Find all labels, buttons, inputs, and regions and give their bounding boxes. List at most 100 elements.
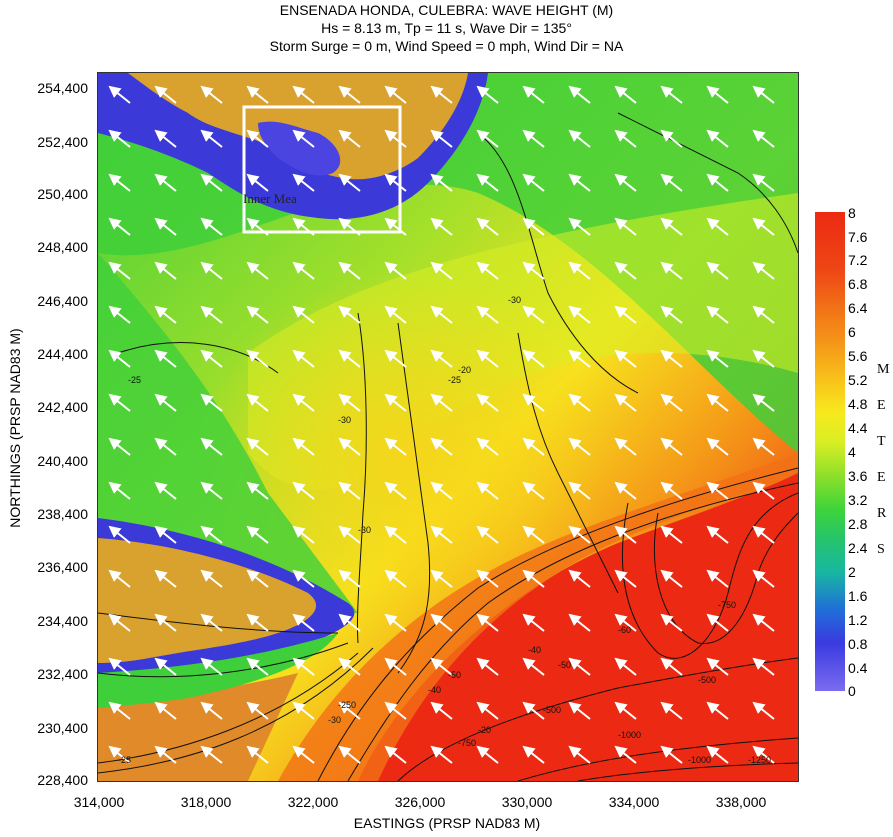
y-tick-label: 250,400 <box>37 186 88 202</box>
wave-arrow <box>246 217 269 236</box>
wave-arrow <box>154 613 177 632</box>
wave-arrow <box>154 437 177 456</box>
wave-arrow <box>752 745 775 764</box>
wave-arrow <box>522 129 545 148</box>
contour-label: -750 <box>458 738 476 748</box>
wave-arrow <box>660 569 683 588</box>
wave-arrow <box>706 217 729 236</box>
contour-label: -40 <box>428 685 441 695</box>
wave-arrow <box>246 745 269 764</box>
wave-arrow <box>292 305 315 324</box>
wave-arrow <box>706 261 729 280</box>
wave-arrow <box>614 393 637 412</box>
contour-label: -20 <box>458 365 471 375</box>
wave-arrow <box>660 481 683 500</box>
colorbar-label: 1.2 <box>848 612 868 628</box>
wave-arrow <box>430 745 453 764</box>
wave-arrow <box>706 613 729 632</box>
wave-arrow <box>108 657 131 676</box>
south-coast-green <box>98 633 338 708</box>
contour-label: -30 <box>328 715 341 725</box>
wave-arrow <box>614 745 637 764</box>
colorbar-label: 2 <box>848 564 856 580</box>
wave-arrow <box>384 349 407 368</box>
wave-arrow <box>568 701 591 720</box>
units-letter: T <box>877 434 886 449</box>
wave-arrow <box>660 613 683 632</box>
contour-label: -1250 <box>748 755 771 765</box>
wave-arrow <box>476 173 499 192</box>
wave-arrow <box>338 349 361 368</box>
contour-label: -50 <box>558 660 571 670</box>
wave-arrow <box>752 305 775 324</box>
x-tick-label: 330,000 <box>501 794 553 810</box>
inset-box <box>242 105 402 234</box>
colorbar-label: 7.6 <box>848 229 868 245</box>
x-tick-label: 314,000 <box>73 794 125 810</box>
wave-arrow <box>200 217 223 236</box>
wave-arrow <box>706 437 729 456</box>
wave-arrow <box>338 437 361 456</box>
wave-arrow <box>614 129 637 148</box>
wave-arrow <box>338 701 361 720</box>
wave-arrow <box>430 701 453 720</box>
wave-arrow <box>660 173 683 192</box>
wave-arrow <box>614 569 637 588</box>
wave-arrow <box>108 393 131 412</box>
wave-arrow <box>200 129 223 148</box>
wave-arrow <box>246 261 269 280</box>
wave-arrow <box>752 393 775 412</box>
colorbar-label: 3.2 <box>848 492 868 508</box>
units-letter: E <box>877 470 886 485</box>
y-tick-label: 232,400 <box>37 666 88 682</box>
wave-arrow <box>706 129 729 148</box>
title-line-2: Hs = 8.13 m, Tp = 11 s, Wave Dir = 135° <box>321 20 572 36</box>
x-tick-label: 326,000 <box>394 794 446 810</box>
wave-arrow <box>292 569 315 588</box>
wave-arrow <box>338 173 361 192</box>
x-tick-label: 334,000 <box>608 794 660 810</box>
wave-arrow <box>706 393 729 412</box>
wave-arrow <box>660 217 683 236</box>
wave-arrow <box>476 349 499 368</box>
wave-arrow <box>384 437 407 456</box>
y-tick-label: 244,400 <box>37 346 88 362</box>
wave-arrow <box>292 261 315 280</box>
wave-arrow <box>108 701 131 720</box>
wave-arrow <box>476 613 499 632</box>
wave-arrow <box>614 85 637 104</box>
wave-arrow <box>522 657 545 676</box>
title-line-3: Storm Surge = 0 m, Wind Speed = 0 mph, W… <box>269 38 624 54</box>
wave-arrow <box>430 129 453 148</box>
wave-arrow <box>522 305 545 324</box>
y-tick-label: 254,400 <box>37 80 88 96</box>
wave-arrow <box>476 525 499 544</box>
wave-arrow <box>154 85 177 104</box>
wave-arrow <box>246 173 269 192</box>
wave-arrow <box>246 701 269 720</box>
wave-arrow <box>476 701 499 720</box>
wave-arrow <box>614 305 637 324</box>
wave-arrow <box>246 393 269 412</box>
wave-arrow <box>752 657 775 676</box>
wave-arrow <box>522 261 545 280</box>
wave-arrow <box>614 481 637 500</box>
wave-arrow <box>660 261 683 280</box>
wave-arrow <box>200 393 223 412</box>
wave-arrow <box>246 613 269 632</box>
wave-arrow <box>706 85 729 104</box>
wave-arrow <box>614 217 637 236</box>
wave-arrow <box>568 525 591 544</box>
wave-arrow <box>568 437 591 456</box>
wave-arrow <box>522 569 545 588</box>
wave-arrow <box>246 85 269 104</box>
wave-arrow <box>752 569 775 588</box>
inset-label: Inner Mea <box>243 191 297 206</box>
contour-label: -40 <box>528 645 541 655</box>
contour-label: -25 <box>128 375 141 385</box>
wave-arrow <box>384 393 407 412</box>
units-letter: S <box>877 542 885 557</box>
wave-arrow <box>200 85 223 104</box>
wave-arrow <box>568 745 591 764</box>
wave-arrow <box>614 525 637 544</box>
